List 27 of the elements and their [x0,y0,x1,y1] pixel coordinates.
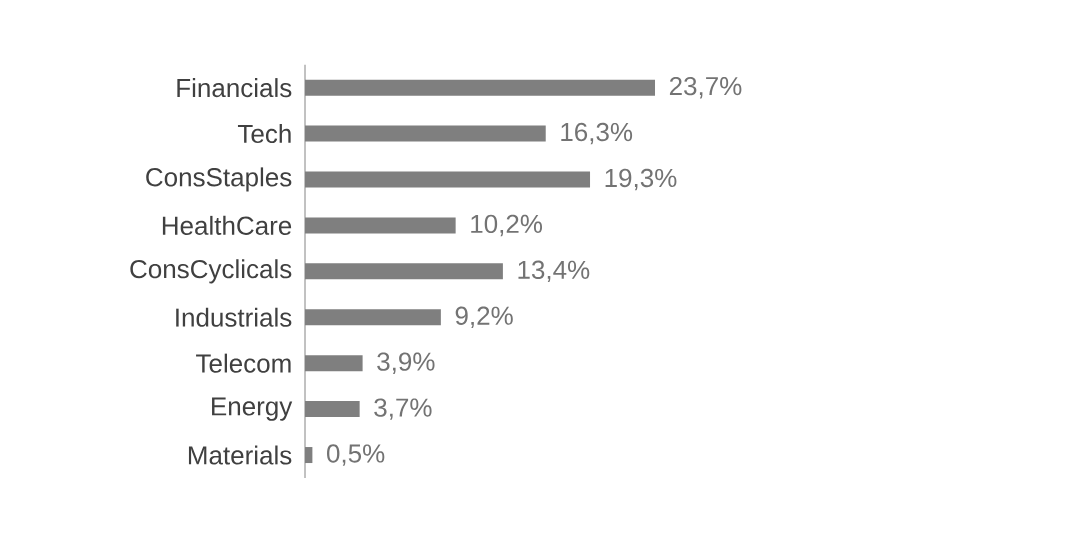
y-tick-label: Industrials [176,307,292,327]
y-tick-label: Tech [237,124,291,144]
data-label: 23,7% [669,76,742,99]
bar [305,125,546,142]
data-label: 19,3% [605,168,677,191]
data-label: 3,7% [374,398,432,420]
data-label: 13,4% [518,260,590,283]
data-label: 10,2% [471,214,543,237]
y-tick-label: ConsStaples [146,167,292,192]
data-label: 9,2% [455,306,513,329]
data-label: 16,3% [561,122,633,145]
bar [305,447,313,464]
y-tick-label: Energy [212,397,293,421]
data-label: 0,5% [327,444,385,466]
bar [305,79,656,96]
bar [305,309,441,326]
data-label: 3,9% [377,352,435,374]
bar [305,401,360,418]
y-tick-label: Telecom [196,353,291,373]
bar [305,355,363,372]
bar [305,217,456,234]
bar [305,263,503,280]
y-tick-label: ConsCyclicals [130,259,292,284]
y-tick-label: Materials [188,445,292,465]
y-tick-label: HealthCare [162,215,292,235]
y-tick-label: Financials [177,78,292,98]
bar [305,171,591,188]
